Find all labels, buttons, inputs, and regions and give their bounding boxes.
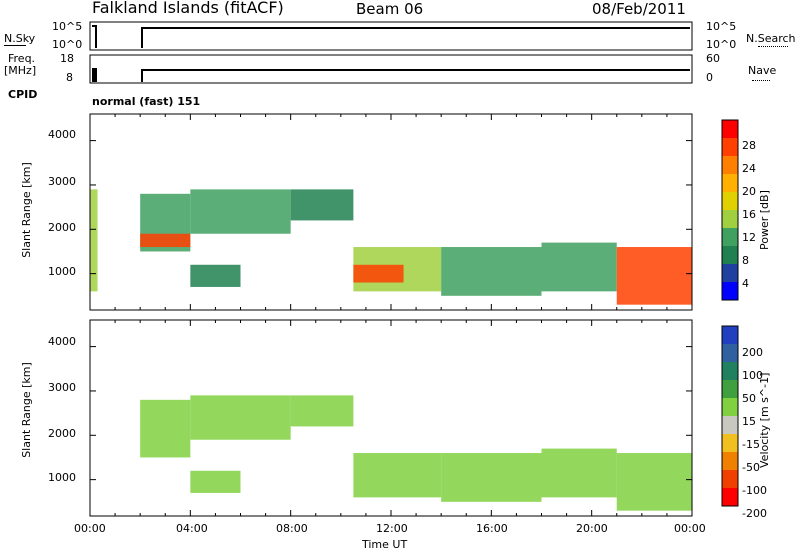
xtick-0: 00:00 <box>74 522 106 535</box>
velocity-region-0 <box>140 399 191 458</box>
velocity-region-1 <box>190 395 291 440</box>
xtick-2: 08:00 <box>276 522 308 535</box>
velocity-colorbar-segment-4 <box>722 398 738 417</box>
velocity-ytick-4000: 4000 <box>48 335 76 348</box>
power-colorbar-frame <box>721 119 739 301</box>
date-label: 08/Feb/2011 <box>592 0 686 18</box>
power-colorbar-segment-6 <box>722 228 738 247</box>
vel-cb-tick-5: -50 <box>742 461 760 474</box>
vel-cb-tick-1: 100 <box>742 369 763 382</box>
velocity-colorbar-segment-2 <box>722 362 738 381</box>
velocity-colorbar-segment-0 <box>722 326 738 345</box>
power-colorbar-segment-3 <box>722 174 738 193</box>
velocity-colorbar-segment-9 <box>722 488 738 507</box>
power-ytick-1000: 1000 <box>48 265 76 278</box>
nsky-trace <box>141 27 690 48</box>
xaxis-label: Time UT <box>362 538 408 551</box>
xtick-4: 16:00 <box>476 522 508 535</box>
velocity-colorbar-segment-3 <box>722 380 738 399</box>
power-region-10 <box>616 247 692 305</box>
vel-cb-tick-3: 15 <box>742 415 756 428</box>
vel-cb-tick-0: 200 <box>742 346 763 359</box>
velocity-colorbar-segment-5 <box>722 416 738 435</box>
power-colorbar-segment-4 <box>722 192 738 211</box>
nsky-tick-low: 10^0 <box>52 38 83 51</box>
nsearch-label: N.Search <box>746 32 796 45</box>
velocity-ytick-3000: 3000 <box>48 381 76 394</box>
power-colorbar-segment-7 <box>722 246 738 265</box>
vel-cb-tick-7: -200 <box>742 507 767 520</box>
power-region-9 <box>541 242 617 292</box>
power-cb-tick-3: 16 <box>742 208 756 221</box>
nsearch-tick-low: 10^0 <box>706 38 737 51</box>
nsky-legend-line <box>4 45 26 46</box>
power-region-2 <box>140 233 191 248</box>
velocity-colorbar-segment-8 <box>722 470 738 489</box>
nsky-label: N.Sky <box>4 32 36 45</box>
nave-legend-line <box>752 80 770 81</box>
freq-tick-low: 8 <box>66 71 73 84</box>
power-cb-tick-5: 8 <box>742 254 749 267</box>
cpid-label: CPID <box>8 88 38 101</box>
power-cb-tick-1: 24 <box>742 162 756 175</box>
xtick-5: 20:00 <box>576 522 608 535</box>
freq-trace <box>141 69 690 82</box>
nave-tick-high: 60 <box>706 52 720 65</box>
vel-cb-tick-6: -100 <box>742 484 767 497</box>
velocity-region-5 <box>441 453 542 502</box>
velocity-colorbar-segment-1 <box>722 344 738 363</box>
nave-label: Nave <box>748 64 777 77</box>
beam-label: Beam 06 <box>356 0 424 18</box>
power-ytick-2000: 2000 <box>48 221 76 234</box>
power-cb-tick-2: 20 <box>742 185 756 198</box>
cpid-value: normal (fast) 151 <box>92 95 201 108</box>
power-region-7 <box>353 264 404 283</box>
freq-tick-high: 18 <box>60 52 74 65</box>
nsky-panel <box>89 21 693 51</box>
nsky-trace-start <box>92 25 97 48</box>
power-ytick-4000: 4000 <box>48 128 76 141</box>
vel-cb-tick-4: -15 <box>742 438 760 451</box>
velocity-ytick-1000: 1000 <box>48 471 76 484</box>
velocity-region-7 <box>616 453 692 511</box>
power-ytick-3000: 3000 <box>48 175 76 188</box>
power-region-3 <box>190 189 291 234</box>
power-region-0 <box>90 189 98 292</box>
vel-cb-tick-2: 50 <box>742 392 756 405</box>
velocity-region-4 <box>353 453 442 498</box>
xtick-6: 00:00 <box>674 522 706 535</box>
velocity-colorbar-frame <box>721 325 739 507</box>
power-colorbar-segment-0 <box>722 120 738 139</box>
freq-label-line1: Freq. <box>8 52 36 65</box>
power-cb-tick-0: 28 <box>742 139 756 152</box>
freq-label-line2: [MHz] <box>4 64 37 77</box>
power-cb-tick-4: 12 <box>742 231 756 244</box>
power-region-4 <box>190 264 241 287</box>
velocity-region-6 <box>541 448 617 498</box>
nsky-tick-high: 10^5 <box>52 20 83 33</box>
freq-trace-start <box>92 68 97 82</box>
power-colorbar-segment-1 <box>722 138 738 157</box>
power-region-5 <box>290 189 354 221</box>
freq-panel <box>89 54 693 84</box>
power-colorbar-segment-5 <box>722 210 738 229</box>
nave-tick-low: 0 <box>706 71 713 84</box>
velocity-region-2 <box>190 470 241 493</box>
xtick-1: 04:00 <box>176 522 208 535</box>
power-colorbar-segment-8 <box>722 264 738 283</box>
nsearch-tick-high: 10^5 <box>706 20 737 33</box>
xtick-3: 12:00 <box>376 522 408 535</box>
power-colorbar-segment-2 <box>722 156 738 175</box>
velocity-colorbar-segment-7 <box>722 452 738 471</box>
velocity-colorbar-segment-6 <box>722 434 738 453</box>
power-cb-tick-6: 4 <box>742 277 749 290</box>
velocity-ytick-2000: 2000 <box>48 427 76 440</box>
velocity-region-3 <box>290 395 354 427</box>
power-colorbar-segment-9 <box>722 282 738 301</box>
power-region-8 <box>441 247 542 296</box>
station-title: Falkland Islands (fitACF) <box>92 0 284 17</box>
nsearch-legend-line <box>758 46 788 47</box>
